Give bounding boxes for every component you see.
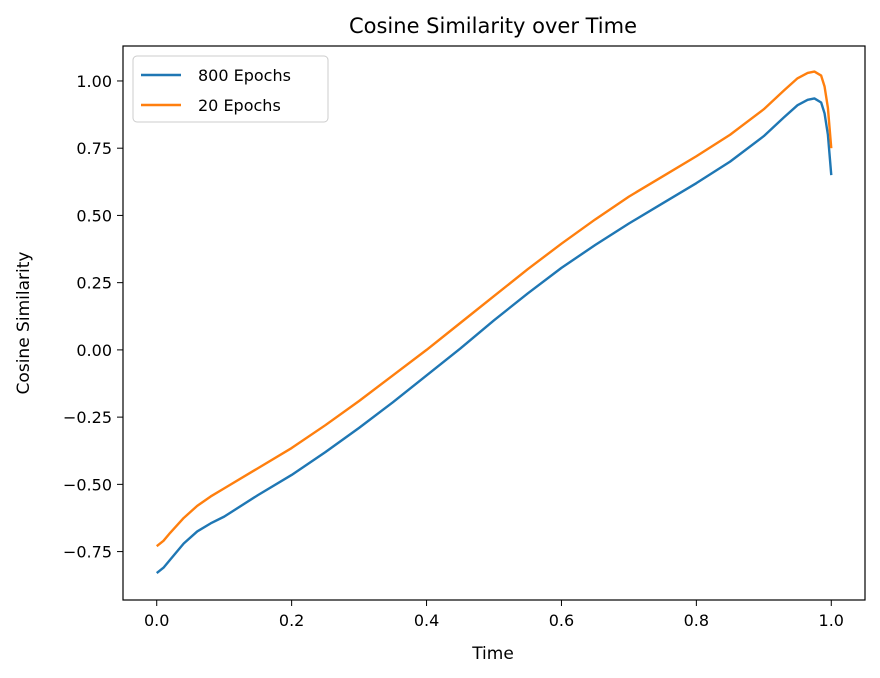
x-tick-label: 0.0 (144, 611, 169, 630)
chart-title: Cosine Similarity over Time (349, 14, 637, 38)
plot-area (123, 46, 865, 600)
x-axis-title: Time (471, 644, 514, 664)
y-tick-label: −0.50 (63, 475, 112, 494)
y-tick-label: 0.50 (76, 206, 112, 225)
y-tick-label: −0.75 (63, 543, 112, 562)
y-axis-title: Cosine Similarity (14, 252, 34, 395)
x-tick-label: 1.0 (819, 611, 844, 630)
legend-label-1: 20 Epochs (198, 96, 281, 115)
y-tick-label: 0.25 (76, 274, 112, 293)
x-tick-label: 0.8 (684, 611, 709, 630)
y-axis: −0.75 −0.50 −0.25 0.00 0.25 0.50 0.75 1.00 (63, 72, 123, 562)
legend: 800 Epochs 20 Epochs (132, 55, 329, 123)
legend-label-0: 800 Epochs (198, 66, 291, 85)
x-tick-label: 0.2 (279, 611, 304, 630)
y-tick-label: 0.75 (76, 139, 112, 158)
y-tick-label: 0.00 (76, 341, 112, 360)
y-tick-label: −0.25 (63, 408, 112, 427)
plot-frame (122, 45, 866, 601)
y-tick-label: 1.00 (76, 72, 112, 91)
x-tick-label: 0.4 (414, 611, 439, 630)
x-tick-label: 0.6 (549, 611, 574, 630)
legend-box (132, 55, 329, 123)
series-line-1 (155, 70, 833, 548)
series-layer (155, 70, 833, 575)
x-axis: 0.0 0.2 0.4 0.6 0.8 1.0 (144, 600, 844, 630)
series-line-0 (155, 97, 833, 575)
